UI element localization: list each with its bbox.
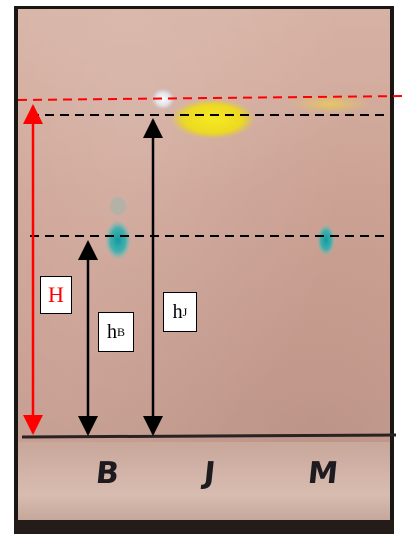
hb-label-sub: B — [116, 324, 125, 339]
plate-bottom-edge — [14, 520, 394, 534]
white-spot-lane-j — [151, 88, 175, 110]
hj-label-sub: J — [182, 304, 188, 319]
baseline — [21, 433, 397, 439]
solvent-front-line — [17, 95, 407, 101]
hb-label-base: h — [106, 320, 117, 343]
h-label-text: H — [48, 282, 64, 307]
plate-lower-strip — [18, 442, 390, 530]
faint-spot-lane-b — [110, 197, 126, 215]
h-label: H — [40, 276, 72, 314]
teal-spot-lane-m — [317, 224, 335, 256]
faint-yellow-spot-lane-m — [288, 94, 372, 114]
yellow-spot-lane-j — [171, 99, 255, 139]
teal-spot-lane-b — [105, 220, 131, 260]
hj-label-base: h — [172, 300, 183, 323]
